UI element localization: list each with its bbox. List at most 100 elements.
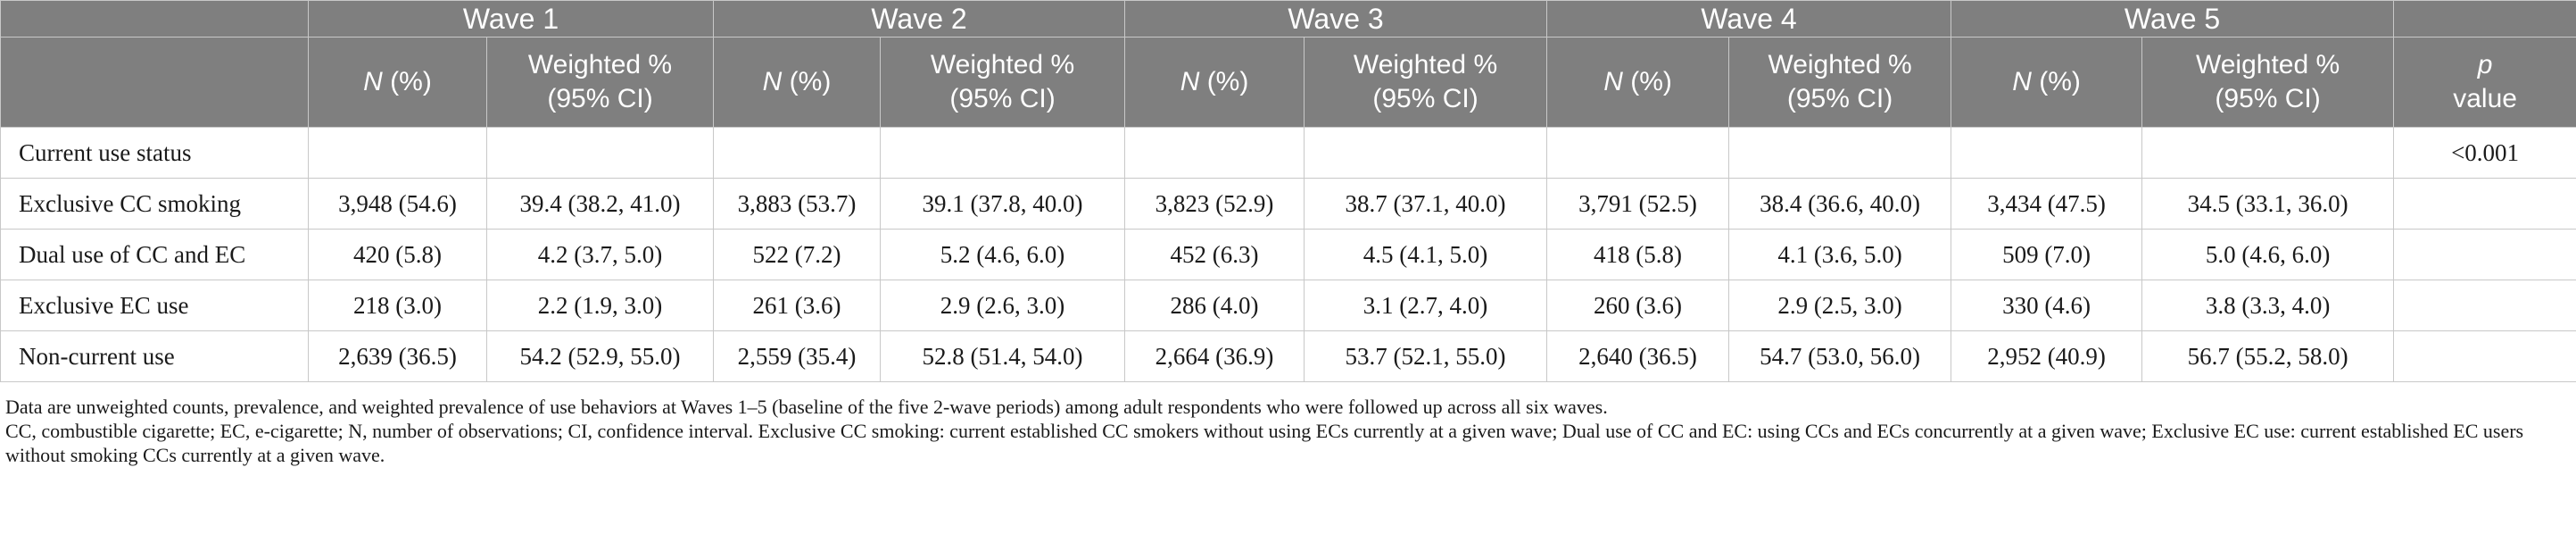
p-italic: p	[2477, 50, 2493, 79]
p-value-word: value	[2453, 84, 2517, 113]
data-cell	[1304, 127, 1548, 179]
row-label-header	[0, 37, 309, 128]
n-suffix: (%)	[1622, 67, 1672, 96]
weighted-header: Weighted % (95% CI)	[1304, 37, 1548, 128]
wave-4-header: Wave 4	[1546, 0, 1952, 38]
table-row: Exclusive EC use 218 (3.0) 2.2 (1.9, 3.0…	[0, 280, 2576, 331]
p-value-cell: <0.001	[2393, 127, 2576, 179]
data-cell: 4.1 (3.6, 5.0)	[1728, 229, 1952, 280]
weighted-header: Weighted % (95% CI)	[880, 37, 1126, 128]
wave-5-header: Wave 5	[1951, 0, 2395, 38]
table-row: Non-current use 2,639 (36.5) 54.2 (52.9,…	[0, 330, 2576, 382]
n-header: N (%)	[713, 37, 882, 128]
data-cell	[1546, 127, 1730, 179]
data-cell: 330 (4.6)	[1951, 280, 2143, 331]
subheader-row: N (%) Weighted % (95% CI) N (%) Weighted …	[0, 37, 2576, 128]
weighted-header: Weighted % (95% CI)	[2141, 37, 2395, 128]
footnote-data-description: Data are unweighted counts, prevalence, …	[5, 396, 1608, 418]
row-label: Exclusive EC use	[0, 280, 309, 331]
n-suffix: (%)	[1199, 67, 1249, 96]
table-body: Current use status <0.001 Exclusive CC s…	[0, 127, 2576, 382]
weighted-line2: (95% CI)	[1372, 84, 1479, 113]
n-suffix: (%)	[382, 67, 432, 96]
data-cell	[880, 127, 1126, 179]
data-cell: 2.9 (2.6, 3.0)	[880, 280, 1126, 331]
weighted-line1: Weighted %	[1768, 50, 1912, 79]
corner-cell	[0, 0, 309, 38]
data-cell	[1951, 127, 2143, 179]
p-value-cell	[2393, 178, 2576, 230]
weighted-line2: (95% CI)	[949, 84, 1056, 113]
p-header-blank	[2393, 0, 2576, 38]
weighted-line1: Weighted %	[930, 50, 1075, 79]
data-cell: 54.7 (53.0, 56.0)	[1728, 330, 1952, 382]
n-header: N (%)	[1546, 37, 1730, 128]
data-cell: 2.9 (2.5, 3.0)	[1728, 280, 1952, 331]
n-italic: N	[1603, 67, 1623, 96]
data-cell: 5.0 (4.6, 6.0)	[2141, 229, 2395, 280]
data-cell: 3,883 (53.7)	[713, 178, 882, 230]
data-cell: 3,791 (52.5)	[1546, 178, 1730, 230]
data-cell: 2,952 (40.9)	[1951, 330, 2143, 382]
n-suffix: (%)	[2031, 67, 2081, 96]
data-cell: 39.4 (38.2, 41.0)	[485, 178, 715, 230]
data-cell: 53.7 (52.1, 55.0)	[1304, 330, 1548, 382]
data-cell: 2,664 (36.9)	[1124, 330, 1305, 382]
data-cell	[2141, 127, 2395, 179]
data-cell: 509 (7.0)	[1951, 229, 2143, 280]
data-cell: 56.7 (55.2, 58.0)	[2141, 330, 2395, 382]
data-cell: 2,639 (36.5)	[308, 330, 487, 382]
table-row: Dual use of CC and EC 420 (5.8) 4.2 (3.7…	[0, 229, 2576, 280]
data-cell: 3.8 (3.3, 4.0)	[2141, 280, 2395, 331]
table-footnotes: Data are unweighted counts, prevalence, …	[0, 382, 2564, 467]
wave-1-header: Wave 1	[307, 0, 715, 38]
table-header: Wave 1 Wave 2 Wave 3 Wave 4 Wave 5 N (%)…	[0, 0, 2576, 128]
weighted-line2: (95% CI)	[1786, 84, 1893, 113]
data-cell: 260 (3.6)	[1546, 280, 1730, 331]
weighted-line1: Weighted %	[527, 50, 673, 79]
p-value-cell	[2393, 330, 2576, 382]
row-label: Dual use of CC and EC	[0, 229, 309, 280]
weighted-line2: (95% CI)	[2215, 84, 2321, 113]
data-cell	[485, 127, 715, 179]
data-cell: 286 (4.0)	[1124, 280, 1305, 331]
wave-3-header: Wave 3	[1124, 0, 1548, 38]
n-italic: N	[2012, 67, 2032, 96]
data-cell: 218 (3.0)	[308, 280, 487, 331]
weighted-header: Weighted % (95% CI)	[1728, 37, 1952, 128]
p-value-header: p value	[2393, 37, 2576, 128]
data-cell: 420 (5.8)	[308, 229, 487, 280]
data-cell: 3,948 (54.6)	[308, 178, 487, 230]
data-cell: 4.2 (3.7, 5.0)	[485, 229, 715, 280]
data-cell: 2,559 (35.4)	[713, 330, 882, 382]
n-italic: N	[363, 67, 383, 96]
data-cell: 3,434 (47.5)	[1951, 178, 2143, 230]
n-header: N (%)	[1124, 37, 1305, 128]
weighted-line2: (95% CI)	[547, 84, 653, 113]
wave-2-header: Wave 2	[713, 0, 1126, 38]
data-cell	[1728, 127, 1952, 179]
data-cell: 3.1 (2.7, 4.0)	[1304, 280, 1548, 331]
wave-header-row: Wave 1 Wave 2 Wave 3 Wave 4 Wave 5	[0, 0, 2576, 38]
results-table: Wave 1 Wave 2 Wave 3 Wave 4 Wave 5 N (%)…	[0, 0, 2576, 382]
data-cell	[308, 127, 487, 179]
p-value-cell	[2393, 280, 2576, 331]
data-cell: 418 (5.8)	[1546, 229, 1730, 280]
row-label: Non-current use	[0, 330, 309, 382]
data-cell: 2.2 (1.9, 3.0)	[485, 280, 715, 331]
footnote-abbreviations: CC, combustible cigarette; EC, e-cigaret…	[5, 420, 2524, 466]
data-cell: 522 (7.2)	[713, 229, 882, 280]
data-cell: 38.7 (37.1, 40.0)	[1304, 178, 1548, 230]
data-cell: 5.2 (4.6, 6.0)	[880, 229, 1126, 280]
data-cell: 34.5 (33.1, 36.0)	[2141, 178, 2395, 230]
weighted-header: Weighted % (95% CI)	[485, 37, 715, 128]
data-cell	[1124, 127, 1305, 179]
data-cell: 38.4 (36.6, 40.0)	[1728, 178, 1952, 230]
n-header: N (%)	[308, 37, 487, 128]
n-suffix: (%)	[782, 67, 832, 96]
table-row: Current use status <0.001	[0, 127, 2576, 179]
weighted-line1: Weighted %	[2195, 50, 2340, 79]
data-cell: 54.2 (52.9, 55.0)	[485, 330, 715, 382]
row-label: Exclusive CC smoking	[0, 178, 309, 230]
n-italic: N	[762, 67, 783, 96]
